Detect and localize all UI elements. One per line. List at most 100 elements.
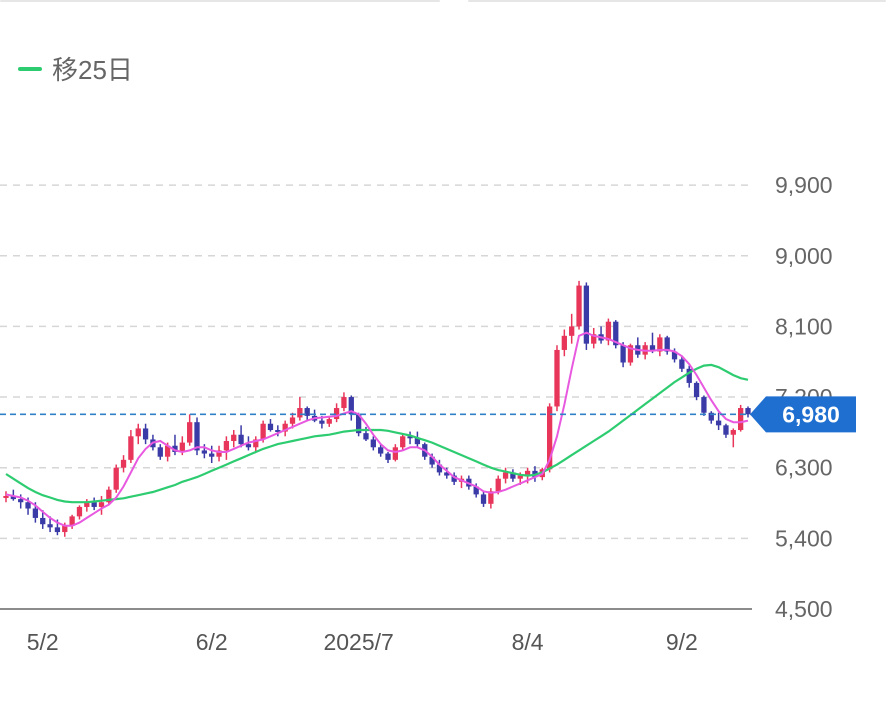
candle-body	[341, 397, 346, 408]
candle-body	[92, 502, 97, 507]
candle-body	[701, 397, 706, 413]
candle-body	[18, 499, 23, 502]
candle-body	[569, 326, 574, 335]
candle-body	[562, 336, 567, 350]
candle-body	[99, 502, 104, 507]
candle-body	[143, 428, 148, 439]
candle-body	[55, 527, 60, 532]
candle	[400, 433, 405, 450]
gridlines	[0, 185, 752, 538]
candle-body	[136, 428, 141, 436]
candle	[341, 392, 346, 411]
candle-body	[40, 518, 45, 524]
y-tick-label: 9,900	[775, 172, 833, 198]
y-tick-label: 5,400	[775, 525, 833, 551]
candle	[554, 345, 559, 411]
candle-body	[584, 286, 589, 344]
candle-body	[187, 422, 192, 442]
candle-body	[194, 422, 199, 450]
candle-body	[371, 439, 376, 447]
candle-body	[731, 430, 736, 435]
candle-body	[231, 435, 236, 441]
candle-body	[738, 408, 743, 430]
candle	[224, 436, 229, 460]
candle	[709, 411, 714, 424]
candle-body	[327, 419, 332, 424]
x-tick-label: 9/2	[666, 629, 698, 655]
candle-body	[77, 507, 82, 516]
candle-body	[694, 383, 699, 397]
current-price-tag: 6,980	[750, 396, 856, 432]
x-tick-label: 8/4	[512, 629, 544, 655]
candle	[584, 282, 589, 350]
candle-body	[620, 345, 625, 362]
candle-body	[33, 509, 38, 518]
candle-body	[128, 436, 133, 460]
candle	[738, 405, 743, 432]
candle	[569, 314, 574, 344]
candle	[128, 430, 133, 463]
y-tick-label: 6,300	[775, 455, 833, 481]
x-tick-label: 6/2	[196, 629, 228, 655]
candle-body	[25, 502, 30, 508]
candle	[723, 424, 728, 438]
candle	[334, 403, 339, 422]
x-axis-ticks: 5/2 6/2 2025/7 8/4 9/2	[27, 629, 698, 655]
candle	[187, 414, 192, 445]
candle-body	[503, 472, 508, 478]
candle	[657, 334, 662, 356]
candle	[202, 444, 207, 458]
candle	[143, 424, 148, 444]
candle	[635, 337, 640, 357]
candle-body	[290, 417, 295, 423]
candle	[349, 395, 354, 420]
candle-body	[3, 496, 8, 498]
candle	[297, 397, 302, 421]
candle-body	[121, 460, 126, 468]
candle	[576, 281, 581, 330]
candle-body	[554, 350, 559, 407]
candle-body	[158, 447, 163, 456]
candle	[745, 406, 750, 417]
candle	[312, 410, 317, 423]
candle	[687, 366, 692, 388]
candle	[77, 505, 82, 519]
candle	[158, 444, 163, 460]
candle	[209, 446, 214, 463]
candle-body	[47, 524, 52, 527]
candle	[481, 491, 486, 507]
y-tick-label: 4,500	[775, 596, 833, 622]
candle	[216, 446, 221, 462]
candle	[591, 328, 596, 348]
candle-body	[268, 424, 273, 430]
candle-body	[723, 425, 728, 434]
candle	[114, 465, 119, 493]
candle-body	[496, 479, 501, 492]
candle	[613, 320, 618, 348]
candle-body	[393, 447, 398, 460]
candle-body	[576, 286, 581, 327]
candle-body	[378, 447, 383, 453]
candle-body	[481, 494, 486, 503]
candle	[510, 469, 515, 482]
candle	[136, 424, 141, 444]
candle-body	[238, 435, 243, 444]
candle-body	[363, 433, 368, 439]
candle-body	[202, 450, 207, 453]
candle	[665, 336, 670, 355]
y-tick-label: 9,000	[775, 243, 833, 269]
candle	[488, 488, 493, 508]
candle-body	[114, 468, 119, 490]
candle	[268, 419, 273, 432]
candle-body	[745, 408, 750, 414]
candle	[606, 319, 611, 346]
candle	[385, 452, 390, 463]
y-tick-label: 8,100	[775, 313, 833, 339]
x-tick-label: 2025/7	[323, 629, 393, 655]
candle-body	[716, 421, 721, 426]
candle	[231, 430, 236, 447]
candle-body	[260, 424, 265, 440]
candle	[731, 428, 736, 447]
candle	[253, 436, 258, 452]
